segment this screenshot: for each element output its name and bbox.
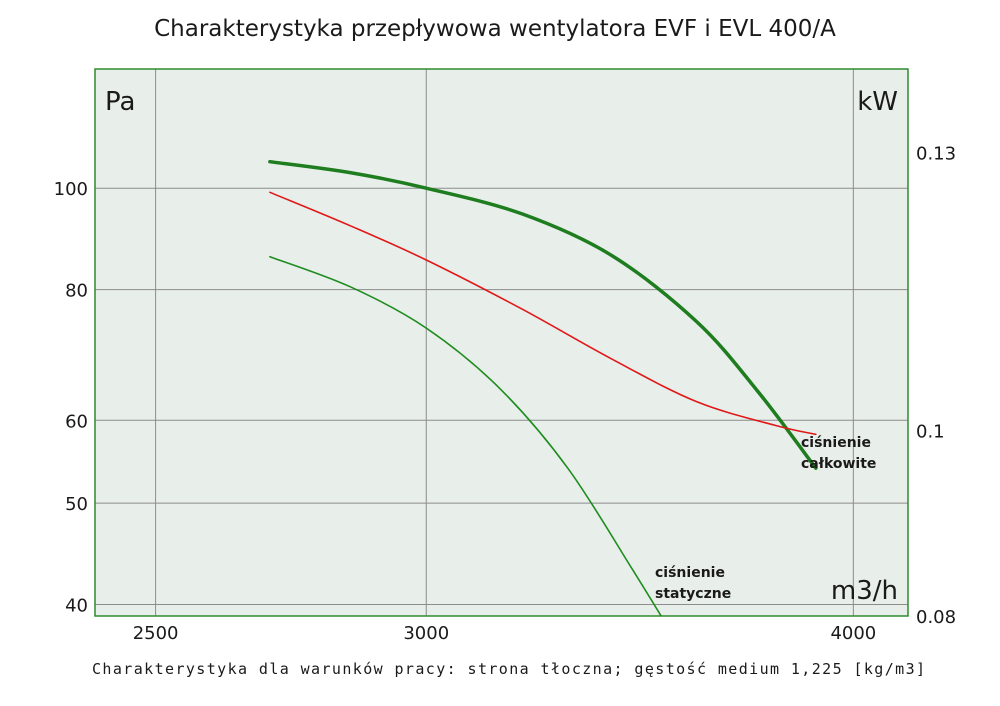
- y2-tick-label: 0.08: [916, 607, 956, 628]
- y-tick-label: 40: [65, 595, 88, 616]
- y2-tick-label: 0.13: [916, 143, 956, 164]
- series-annotation: ciśnienie: [801, 435, 871, 451]
- y-tick-label: 80: [65, 281, 88, 302]
- y2-tick-label: 0.1: [916, 422, 945, 443]
- y-tick-label: 50: [65, 494, 88, 515]
- y-tick-label: 100: [54, 179, 88, 200]
- x-tick-label: 2500: [133, 623, 179, 644]
- series-line-cisnienie-statyczne: [269, 255, 663, 616]
- series-line-cisnienie-calkowite: [268, 159, 818, 470]
- series-line-moc: [269, 191, 817, 436]
- chart-title: Charakterystyka przepływowa wentylatora …: [154, 16, 836, 42]
- plot-area: [95, 69, 908, 616]
- series-annotation: całkowite: [801, 456, 876, 472]
- y2-axis-unit: kW: [857, 87, 898, 117]
- plot-frame: [94, 68, 909, 617]
- series-annotation: statyczne: [655, 586, 731, 602]
- x-tick-label: 4000: [830, 623, 876, 644]
- x-tick-label: 3000: [403, 623, 449, 644]
- operating-conditions-note: Charakterystyka dla warunków pracy: stro…: [92, 660, 927, 678]
- x-axis-unit: m3/h: [831, 576, 898, 606]
- y-axis-unit: Pa: [105, 87, 135, 117]
- y-tick-label: 60: [65, 411, 88, 432]
- series-annotation: ciśnienie: [655, 565, 725, 581]
